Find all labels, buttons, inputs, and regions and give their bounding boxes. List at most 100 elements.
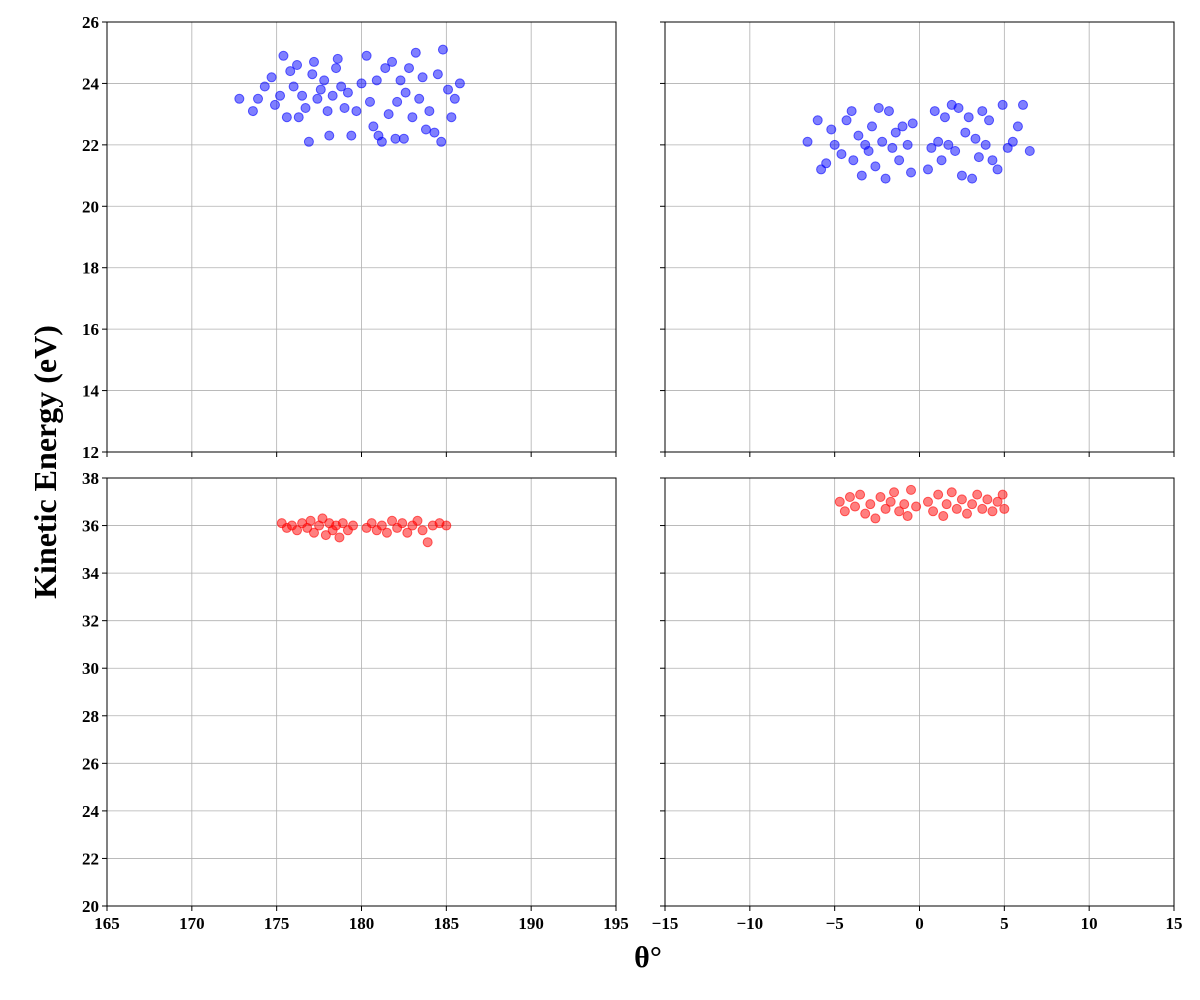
data-point (997, 99, 1008, 110)
y-tick-label: 32 (82, 612, 99, 631)
data-point (899, 499, 910, 510)
data-point (938, 511, 949, 522)
data-point (292, 525, 303, 536)
data-point (928, 506, 939, 517)
data-point (266, 72, 277, 83)
data-point (894, 155, 905, 166)
data-point (234, 93, 245, 104)
panel-frame-2 (106, 477, 617, 907)
data-point (926, 142, 937, 153)
data-point (902, 139, 913, 150)
data-point (870, 161, 881, 172)
data-point (946, 487, 957, 498)
data-point (417, 72, 428, 83)
data-point (398, 133, 409, 144)
y-tick-label: 18 (82, 259, 99, 278)
data-point (856, 170, 867, 181)
data-point (259, 81, 270, 92)
data-point (977, 106, 988, 117)
data-point (802, 136, 813, 147)
data-point (422, 537, 433, 548)
data-point (962, 508, 973, 519)
data-point (303, 136, 314, 147)
data-point (253, 93, 264, 104)
data-point (987, 155, 998, 166)
data-point (361, 50, 372, 61)
data-point (982, 494, 993, 505)
data-point (960, 127, 971, 138)
y-tick-label: 22 (82, 136, 99, 155)
data-point (1017, 99, 1028, 110)
data-point (292, 60, 303, 70)
y-tick-label: 38 (82, 469, 99, 488)
data-point (967, 173, 978, 184)
data-point (346, 130, 357, 141)
x-tick-label: 185 (434, 914, 460, 933)
data-point (275, 90, 286, 101)
data-point (967, 499, 978, 510)
data-point (387, 56, 398, 67)
data-point (992, 496, 1003, 507)
data-point (821, 158, 832, 169)
data-point (943, 139, 954, 150)
x-axis-label: θ° (634, 941, 662, 974)
data-point (412, 515, 423, 526)
data-point (308, 527, 319, 538)
data-point (285, 66, 296, 77)
data-point (364, 96, 375, 107)
data-point (441, 520, 452, 531)
data-point (337, 518, 348, 529)
data-point (397, 518, 408, 529)
data-point (446, 112, 457, 123)
data-point (999, 503, 1010, 514)
panel-frame-1 (664, 21, 1175, 453)
data-point (368, 121, 379, 132)
data-point (1024, 146, 1035, 156)
data-point (850, 501, 861, 512)
y-tick-label: 28 (82, 707, 99, 726)
data-point (839, 506, 850, 517)
data-point (380, 63, 391, 74)
data-point (312, 93, 323, 104)
data-point (897, 121, 908, 132)
data-point (308, 56, 319, 67)
y-tick-label: 22 (82, 849, 99, 868)
data-point (324, 130, 335, 141)
data-point (410, 47, 421, 58)
data-point (836, 149, 847, 160)
data-point (980, 139, 991, 150)
data-point (906, 167, 917, 178)
data-point (972, 489, 983, 500)
data-point (1012, 121, 1023, 132)
data-point (322, 106, 333, 117)
x-tick-label: 175 (264, 914, 290, 933)
data-point (883, 106, 894, 117)
data-point (933, 136, 944, 147)
data-point (970, 133, 981, 144)
data-point (334, 532, 345, 543)
data-point (407, 112, 418, 123)
data-point (404, 63, 415, 74)
y-tick-label: 26 (82, 13, 99, 32)
data-point (376, 520, 387, 531)
data-point (865, 499, 876, 510)
y-tick-label: 12 (82, 443, 99, 462)
data-point (906, 484, 917, 495)
data-point (432, 69, 443, 80)
data-point (327, 90, 338, 101)
y-tick-label: 30 (82, 659, 99, 678)
data-point (454, 78, 465, 89)
data-point (885, 496, 896, 507)
data-point (880, 503, 891, 514)
x-tick-label: 0 (915, 914, 924, 933)
data-point (300, 103, 311, 113)
data-point (866, 121, 877, 132)
data-point (812, 115, 823, 126)
data-point (376, 136, 387, 147)
data-point (902, 511, 913, 522)
data-point (889, 487, 900, 498)
x-tick-label: 165 (94, 914, 120, 933)
x-tick-label: −10 (736, 914, 763, 933)
data-point (826, 124, 837, 135)
